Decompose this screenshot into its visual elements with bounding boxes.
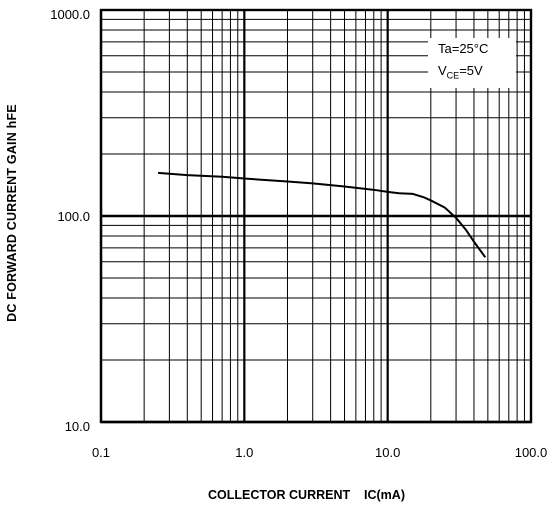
- y-tick-label: 10.0: [65, 419, 90, 434]
- grid: [99, 8, 533, 424]
- vce-label: VCE=5V: [438, 63, 483, 81]
- x-axis-label: COLLECTOR CURRENT IC(mA): [208, 488, 405, 502]
- y-axis-label-wrap: DC FORWARD CURRENT GAIN hFE: [2, 0, 22, 511]
- y-tick-label: 1000.0: [50, 7, 90, 22]
- hfe-curve: [157, 171, 487, 258]
- tick-labels: 0.1 1.0 10.0 100.0 1000.0 100.0 10.0: [50, 7, 547, 460]
- temperature-label: Ta=25°C: [438, 41, 489, 56]
- plot-frame: [99, 8, 533, 424]
- x-tick-label: 100.0: [515, 445, 548, 460]
- x-axis-label-row: COLLECTOR CURRENT IC(mA): [0, 488, 557, 502]
- y-tick-label: 100.0: [57, 209, 90, 224]
- x-tick-label: 10.0: [375, 445, 400, 460]
- x-tick-label: 0.1: [92, 445, 110, 460]
- series-layer: [157, 171, 487, 258]
- x-tick-label: 1.0: [235, 445, 253, 460]
- conditions-legend: Ta=25°C VCE=5V: [428, 38, 516, 88]
- y-axis-label: DC FORWARD CURRENT GAIN hFE: [5, 104, 19, 322]
